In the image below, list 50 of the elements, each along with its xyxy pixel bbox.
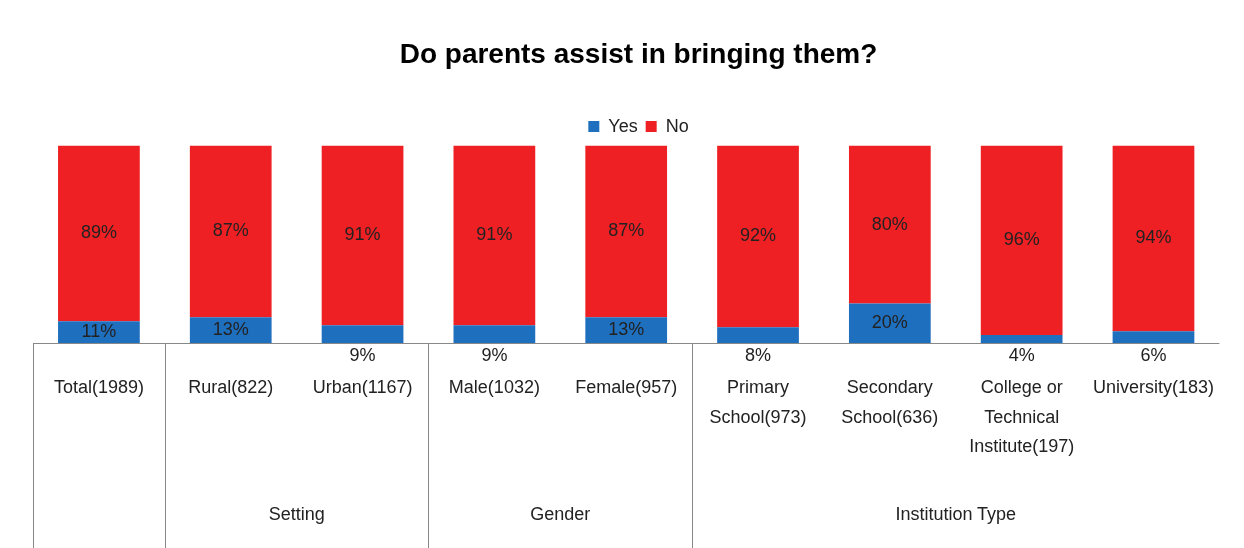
- bar: [585, 317, 668, 343]
- data-label: 13%: [212, 319, 249, 340]
- bar: [848, 145, 931, 304]
- data-label: 4%: [1008, 344, 1035, 365]
- legend-label: Yes: [608, 115, 638, 136]
- data-label: 80%: [871, 213, 908, 234]
- x-tick-label: University(183): [1092, 376, 1215, 397]
- bar: [453, 145, 536, 326]
- bar: [189, 145, 272, 318]
- bar: [980, 145, 1063, 336]
- data-label: 20%: [871, 312, 908, 333]
- bar: [1112, 331, 1195, 343]
- data-label: 94%: [1135, 227, 1172, 248]
- text: Gender: [530, 503, 591, 524]
- x-tick-label: Primary School(973): [709, 376, 807, 427]
- text: Institution Type: [895, 503, 1017, 524]
- bar: [848, 303, 931, 343]
- bar: [58, 145, 140, 322]
- data-label: 91%: [476, 224, 513, 245]
- data-label: 13%: [608, 319, 645, 340]
- bar: [321, 325, 404, 343]
- bar: [717, 327, 799, 343]
- bar: [1112, 145, 1195, 332]
- data-label: 87%: [608, 220, 645, 241]
- x-tick-label: Rural(822): [188, 376, 274, 397]
- bar: [189, 317, 272, 343]
- data-label: 91%: [344, 224, 381, 245]
- chart-title: Do parents assist in bringing them?: [399, 37, 878, 69]
- data-label: 9%: [349, 344, 376, 365]
- data-label: 87%: [212, 220, 249, 241]
- bar: [585, 145, 668, 318]
- x-tick-label: Female(957): [575, 376, 678, 397]
- x-tick-label: Urban(1167): [312, 376, 413, 397]
- text: Setting: [268, 503, 325, 524]
- data-label: 8%: [745, 344, 772, 365]
- bar: [321, 145, 404, 326]
- data-label: 6%: [1140, 344, 1167, 365]
- data-label: 11%: [81, 321, 117, 342]
- x-tick-label: Secondary School(636): [841, 376, 939, 427]
- x-tick-label: Male(1032): [448, 376, 540, 397]
- bar: [717, 145, 799, 328]
- x-tick-label: Total(1989): [53, 376, 144, 397]
- data-label: 89%: [80, 222, 117, 243]
- bar: [453, 325, 536, 343]
- data-label: 96%: [1003, 229, 1040, 250]
- legend-label: No: [665, 115, 689, 136]
- data-label: 9%: [481, 344, 508, 365]
- bar: [980, 335, 1063, 343]
- data-label: 92%: [740, 225, 777, 246]
- x-tick-label: College or Technical Institute(197): [969, 376, 1075, 457]
